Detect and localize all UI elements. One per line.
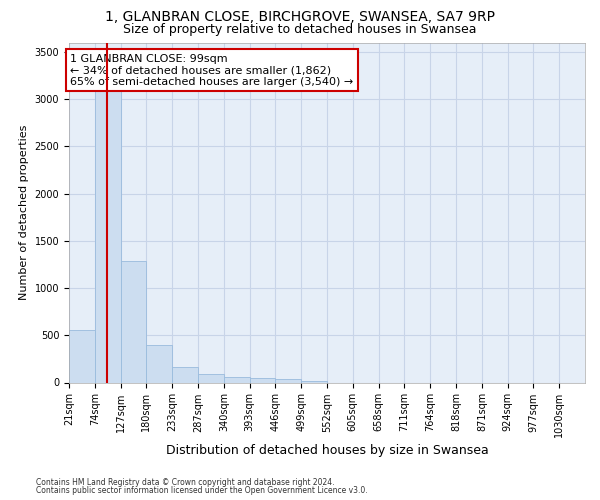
Bar	[146, 344, 172, 383]
Bar	[275, 378, 301, 382]
Text: Size of property relative to detached houses in Swansea: Size of property relative to detached ho…	[123, 22, 477, 36]
Bar	[121, 260, 146, 382]
Bar	[172, 367, 198, 382]
Bar	[301, 380, 327, 382]
Y-axis label: Number of detached properties: Number of detached properties	[19, 125, 29, 300]
Bar	[250, 378, 275, 382]
X-axis label: Distribution of detached houses by size in Swansea: Distribution of detached houses by size …	[166, 444, 488, 458]
Text: Contains public sector information licensed under the Open Government Licence v3: Contains public sector information licen…	[36, 486, 368, 495]
Bar	[198, 374, 224, 382]
Bar	[69, 330, 95, 382]
Bar	[95, 58, 121, 382]
Text: Contains HM Land Registry data © Crown copyright and database right 2024.: Contains HM Land Registry data © Crown c…	[36, 478, 335, 487]
Text: 1, GLANBRAN CLOSE, BIRCHGROVE, SWANSEA, SA7 9RP: 1, GLANBRAN CLOSE, BIRCHGROVE, SWANSEA, …	[105, 10, 495, 24]
Bar	[224, 377, 250, 382]
Text: 1 GLANBRAN CLOSE: 99sqm
← 34% of detached houses are smaller (1,862)
65% of semi: 1 GLANBRAN CLOSE: 99sqm ← 34% of detache…	[70, 54, 353, 87]
